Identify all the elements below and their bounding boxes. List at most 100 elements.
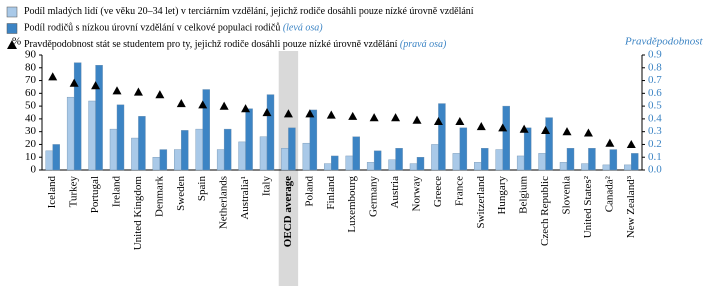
y-tick-label: 80 bbox=[25, 61, 37, 73]
bar bbox=[309, 109, 318, 171]
x-tick-label: Spain bbox=[196, 176, 208, 202]
legend-marker bbox=[7, 40, 17, 49]
bar bbox=[431, 144, 439, 171]
x-tick-label: Sweden bbox=[175, 176, 187, 211]
y2-tick-label: 0.1 bbox=[648, 151, 662, 163]
marker bbox=[326, 110, 336, 119]
bar bbox=[152, 157, 161, 171]
bar bbox=[195, 128, 203, 171]
y2-tick-label: 0.6 bbox=[648, 87, 662, 99]
legend-name: Podíl mladých lidí (ve věku 20–34 let) v… bbox=[24, 6, 474, 17]
y2-tick-label: 0.5 bbox=[648, 100, 662, 112]
bar bbox=[281, 148, 289, 171]
marker bbox=[283, 109, 293, 118]
y-tick-label: 30 bbox=[25, 125, 37, 137]
y2-tick-label: 0.4 bbox=[648, 112, 662, 124]
bar bbox=[516, 155, 525, 171]
x-tick-label: OECD average bbox=[282, 176, 294, 247]
legend-note: (levá osa) bbox=[283, 23, 323, 34]
bar bbox=[395, 148, 403, 171]
x-tick-label: Austria bbox=[389, 176, 401, 209]
marker bbox=[541, 125, 551, 134]
bar bbox=[559, 162, 568, 171]
marker bbox=[91, 81, 101, 90]
bar bbox=[88, 100, 96, 171]
bar bbox=[223, 128, 232, 171]
legend-name: Podíl rodičů s nízkou úrovní vzdělání v … bbox=[24, 23, 280, 34]
marker bbox=[198, 100, 208, 109]
bar bbox=[388, 159, 396, 171]
marker bbox=[219, 101, 229, 110]
bar bbox=[609, 149, 618, 171]
marker bbox=[305, 109, 315, 118]
bar bbox=[238, 141, 246, 171]
y2-tick-label: 0.8 bbox=[648, 61, 662, 73]
marker bbox=[348, 111, 358, 120]
bar bbox=[602, 164, 611, 171]
marker bbox=[583, 128, 593, 137]
y-tick-label: 10 bbox=[25, 151, 37, 163]
y-tick-label: 70 bbox=[25, 74, 37, 86]
bar bbox=[138, 116, 146, 171]
bar bbox=[131, 137, 139, 171]
x-tick-label: Norway bbox=[411, 176, 423, 212]
x-tick-label: Canada² bbox=[603, 175, 615, 212]
marker bbox=[241, 104, 251, 113]
x-tick-label: United Kingdom bbox=[132, 176, 144, 251]
marker bbox=[626, 139, 636, 149]
x-tick-label: Slovenia bbox=[561, 176, 573, 215]
marker bbox=[605, 138, 615, 147]
bar bbox=[266, 94, 275, 171]
x-tick-label: Hungary bbox=[496, 176, 508, 215]
marker bbox=[412, 115, 422, 124]
marker bbox=[433, 116, 443, 126]
bar bbox=[159, 149, 168, 171]
marker bbox=[476, 122, 486, 131]
x-tick-label: Denmark bbox=[153, 176, 165, 217]
bar bbox=[288, 127, 296, 171]
bar bbox=[331, 155, 339, 171]
x-tick-label: Turkey bbox=[68, 176, 80, 208]
marker bbox=[391, 113, 401, 122]
bar bbox=[352, 136, 360, 171]
marker bbox=[562, 127, 572, 136]
marker bbox=[498, 123, 508, 132]
y2-tick-label: 0.9 bbox=[648, 49, 662, 61]
legend-note: (pravá osa) bbox=[400, 39, 447, 50]
x-tick-label: Italy bbox=[261, 176, 273, 197]
bar bbox=[481, 148, 489, 171]
legend-name: Pravděpodobnost stát se studentem pro ty… bbox=[24, 39, 398, 50]
bar bbox=[545, 117, 553, 171]
marker bbox=[455, 116, 465, 126]
legend-swatch bbox=[6, 23, 18, 34]
x-tick-label: Finland bbox=[325, 176, 337, 210]
bar bbox=[459, 127, 468, 171]
x-tick-label: New Zealand³ bbox=[625, 175, 637, 238]
bar bbox=[45, 150, 53, 171]
bar bbox=[373, 150, 382, 171]
legend-swatch bbox=[6, 6, 18, 18]
legend-label: Podíl rodičů s nízkou úrovní vzdělání v … bbox=[24, 23, 323, 34]
marker bbox=[112, 86, 122, 95]
bar bbox=[474, 162, 482, 171]
bar bbox=[631, 153, 639, 171]
bar bbox=[245, 108, 253, 171]
x-tick-label: Germany bbox=[368, 176, 380, 217]
bar bbox=[452, 153, 461, 171]
y-axis-label: % bbox=[12, 36, 21, 48]
marker bbox=[69, 78, 79, 87]
bar bbox=[95, 65, 103, 171]
bar bbox=[588, 148, 596, 171]
bar bbox=[416, 157, 425, 171]
bar bbox=[216, 149, 225, 171]
bar bbox=[324, 163, 332, 171]
y2-tick-label: 0.7 bbox=[648, 74, 662, 86]
bar bbox=[624, 164, 632, 171]
bar bbox=[366, 162, 375, 171]
y-tick-label: 0 bbox=[31, 164, 37, 176]
bar bbox=[73, 62, 82, 171]
bar bbox=[345, 155, 353, 171]
x-tick-label: Poland bbox=[303, 176, 315, 207]
x-tick-label: Portugal bbox=[89, 176, 101, 213]
legend-label: Pravděpodobnost stát se studentem pro ty… bbox=[24, 39, 447, 50]
